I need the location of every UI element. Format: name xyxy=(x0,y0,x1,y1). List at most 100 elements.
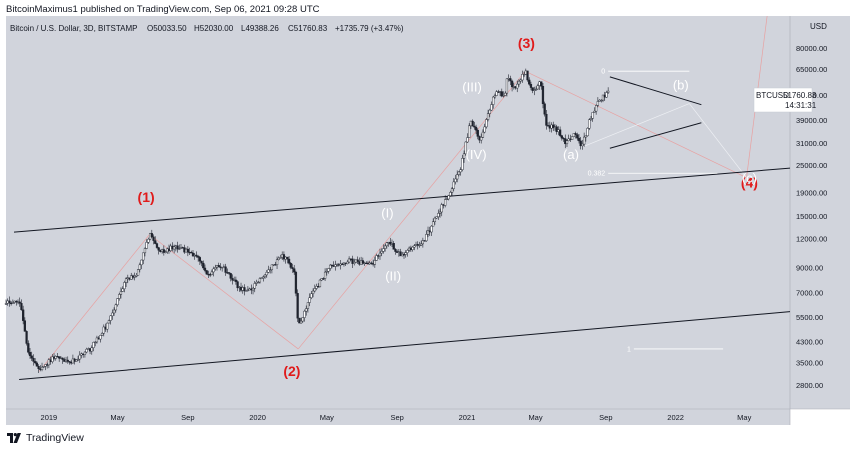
candle-body xyxy=(456,174,459,180)
legend-symbol: Bitcoin / U.S. Dollar, 3D, BITSTAMP xyxy=(10,24,137,33)
candle-body xyxy=(311,290,315,295)
candle-body xyxy=(76,358,80,361)
candle-body xyxy=(493,95,497,98)
candle-body xyxy=(257,281,260,284)
candle-body xyxy=(510,80,514,88)
candle-body xyxy=(418,244,421,247)
candle-body xyxy=(40,366,44,370)
trendline-triangle-bottom xyxy=(609,122,702,149)
candle-body xyxy=(114,304,117,311)
candle-body xyxy=(545,113,548,126)
candle-body xyxy=(373,260,376,265)
candle-body xyxy=(275,259,279,266)
candle-body xyxy=(384,245,387,249)
projection-line xyxy=(38,234,150,372)
candle-body xyxy=(234,279,238,282)
candle-body xyxy=(529,84,533,88)
candle-body xyxy=(229,273,232,279)
candle-body xyxy=(150,233,153,238)
candle-body xyxy=(516,83,519,89)
candle-body xyxy=(121,288,124,292)
candle-body xyxy=(291,267,294,269)
candle-body xyxy=(571,136,574,140)
candle-body xyxy=(421,240,425,245)
time-tick-label: May xyxy=(528,413,542,422)
candle-body xyxy=(327,268,330,272)
candle-body xyxy=(583,136,586,145)
candle-body xyxy=(534,88,538,91)
candle-body xyxy=(315,286,318,289)
candle-body xyxy=(133,276,136,278)
candle-body xyxy=(399,251,402,257)
candle-body xyxy=(253,283,256,289)
time-axis-area[interactable] xyxy=(6,409,790,425)
candle-body xyxy=(258,278,262,283)
candle-body xyxy=(20,303,23,311)
candle-body xyxy=(528,79,531,85)
candle-body xyxy=(464,141,467,155)
candle-body xyxy=(445,198,449,200)
plot-area[interactable] xyxy=(6,16,790,409)
tradingview-logo-icon xyxy=(7,433,21,443)
candle-body xyxy=(486,113,490,120)
candle-body xyxy=(217,265,220,268)
candle-body xyxy=(214,267,217,270)
candle-body xyxy=(107,320,111,324)
price-tick-label: 80000.00 xyxy=(796,44,827,53)
wave-label: (I) xyxy=(381,206,393,221)
candle-body xyxy=(325,271,328,273)
candle-body xyxy=(111,312,114,317)
candle-body xyxy=(474,126,478,131)
candle-body xyxy=(558,129,562,136)
time-tick-label: 2020 xyxy=(249,413,266,422)
candle-body xyxy=(190,252,193,254)
candle-body xyxy=(540,81,543,87)
candle-body xyxy=(517,80,521,85)
candle-body xyxy=(430,225,433,233)
candle-body xyxy=(298,317,301,324)
candle-body xyxy=(306,302,310,309)
candle-body xyxy=(58,356,61,359)
trendline-triangle-top xyxy=(609,76,702,106)
candle-body xyxy=(99,335,102,340)
candle-body xyxy=(157,247,160,251)
price-tick-label: 5500.00 xyxy=(796,313,823,322)
candle-body xyxy=(224,266,227,273)
price-axis-area[interactable] xyxy=(790,16,850,409)
candle-body xyxy=(202,262,205,269)
trend-lines xyxy=(13,76,791,381)
candle-body xyxy=(102,326,105,334)
candle-body xyxy=(95,337,99,343)
candle-body xyxy=(32,357,35,362)
candle-body xyxy=(68,361,71,363)
candle-body xyxy=(351,258,354,264)
candle-body xyxy=(420,243,423,246)
candle-body xyxy=(454,178,457,183)
candle-body xyxy=(212,268,215,273)
candle-body xyxy=(361,260,364,264)
candle-body xyxy=(533,89,536,91)
candle-body xyxy=(42,366,45,368)
candle-body xyxy=(145,242,148,249)
candle-body xyxy=(308,297,311,303)
candle-body xyxy=(447,195,450,200)
candle-body xyxy=(289,263,292,268)
candle-body xyxy=(303,310,306,318)
legend-open: O50033.50 xyxy=(147,24,187,33)
candle-body xyxy=(468,125,471,138)
candle-body xyxy=(37,366,40,369)
wave-labels: (1) (2) (3) (4) (I) (II) (III) (IV) (a) (b) (c) xyxy=(138,35,758,379)
candle-body xyxy=(531,87,534,91)
candle-body xyxy=(596,101,599,106)
candle-body xyxy=(263,274,267,278)
candle-body xyxy=(483,126,486,133)
symbol-price-label[interactable]: BTCUSD 51760.83 14:31:31 xyxy=(753,87,817,113)
candle-body xyxy=(504,92,507,96)
time-tick-label: 2019 xyxy=(41,413,58,422)
candle-body xyxy=(600,99,603,102)
candle-body xyxy=(143,248,147,254)
price-tick-label: 19000.00 xyxy=(796,188,827,197)
candle-body xyxy=(581,143,584,147)
